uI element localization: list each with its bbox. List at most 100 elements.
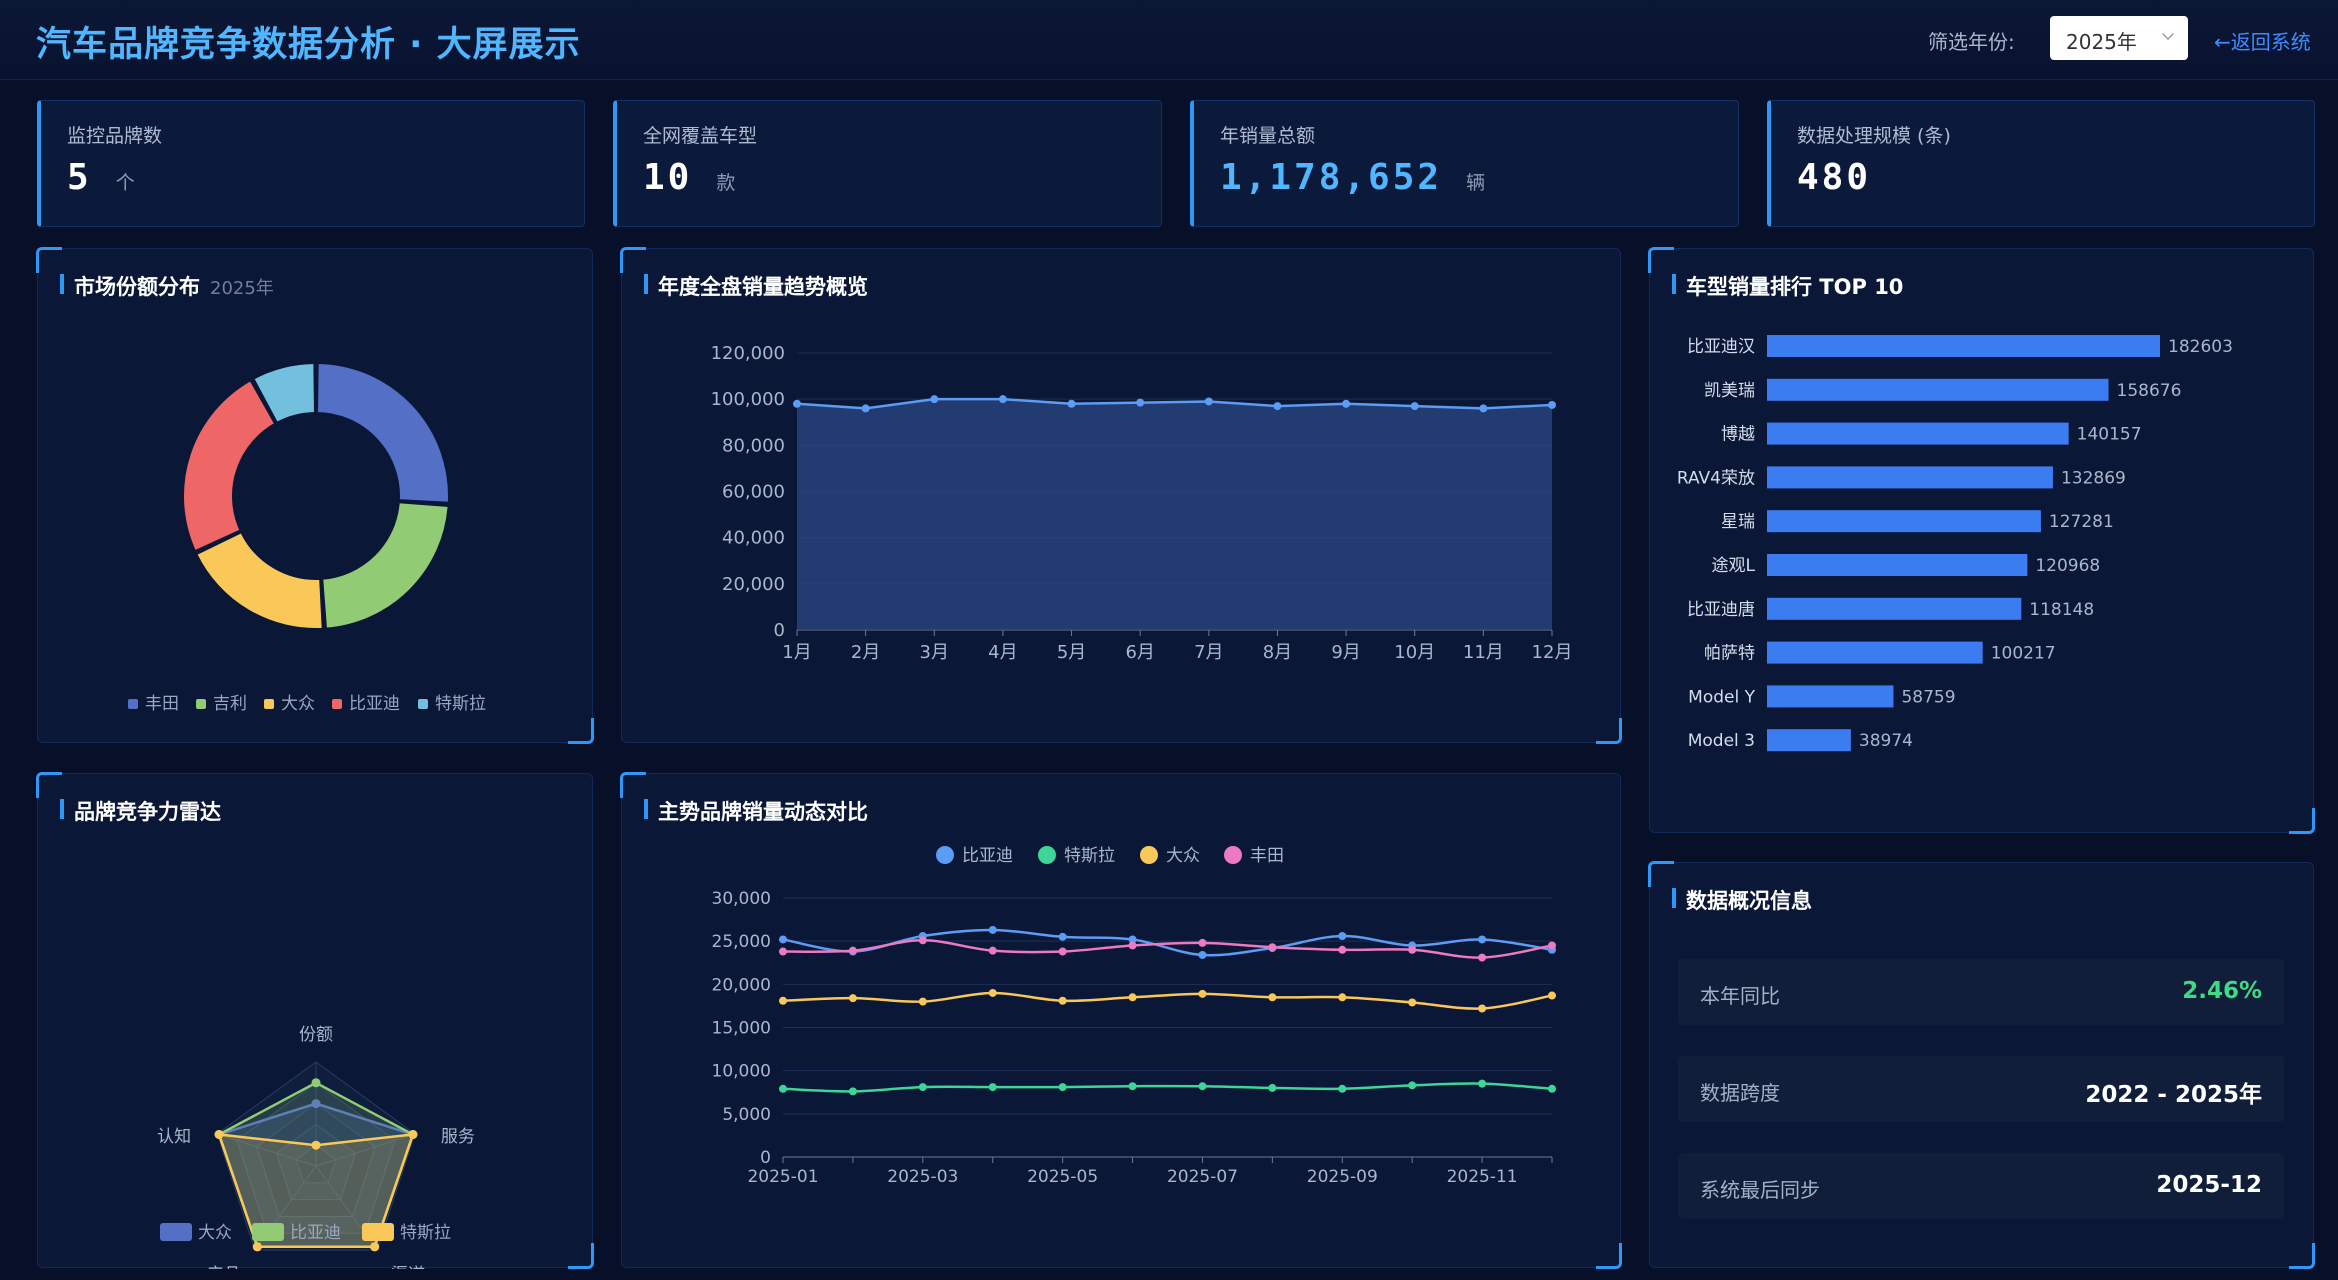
info-value: 2025-12 — [2156, 1172, 2262, 1198]
panel-corner — [1648, 247, 1674, 273]
line-point-大众 — [1198, 989, 1207, 998]
y-tick-label: 80,000 — [722, 435, 785, 456]
panel-data-info: 数据概况信息 本年同比 2.46% 数据跨度 2022 - 2025年 系统最后… — [1648, 861, 2315, 1269]
donut-slice-特斯拉 — [252, 361, 316, 425]
line-point-大众 — [918, 997, 927, 1006]
info-label: 系统最后同步 — [1700, 1178, 1820, 1202]
bar-category-label: 博越 — [1721, 425, 1755, 445]
line-point-比亚迪 — [1198, 950, 1207, 959]
line-series-特斯拉 — [782, 1082, 1553, 1093]
x-tick-label: 5月 — [1057, 642, 1086, 663]
legend-label: 大众 — [1166, 846, 1200, 866]
line-point-特斯拉 — [1408, 1081, 1417, 1090]
year-select-value: 2025年 — [2066, 30, 2137, 54]
panel-corner — [36, 772, 62, 798]
line-point-特斯拉 — [988, 1083, 997, 1092]
x-tick-label: 7月 — [1194, 642, 1223, 663]
radar-axis — [216, 1133, 317, 1167]
area-point-10月 — [1410, 402, 1419, 411]
bar-value-label: 38974 — [1859, 731, 1913, 751]
legend-label: 比亚迪 — [962, 846, 1013, 866]
y-tick-label: 15,000 — [712, 1019, 771, 1039]
bar-value-label: 182603 — [2168, 337, 2233, 357]
bar-category-label: 凯美瑞 — [1704, 381, 1755, 401]
line-point-丰田 — [1338, 945, 1347, 954]
radar-point-比亚迪 — [311, 1078, 321, 1088]
legend-swatch-吉利 — [196, 699, 206, 709]
bar-category-label: Model Y — [1688, 687, 1755, 707]
line-point-大众 — [1408, 998, 1417, 1007]
line-point-丰田 — [1198, 938, 1207, 947]
legend-label: 特斯拉 — [400, 1223, 451, 1243]
year-select[interactable]: 2025年 — [2050, 16, 2188, 60]
stat-value: 1,178,652 辆 — [1220, 157, 1485, 198]
line-point-特斯拉 — [1548, 1084, 1556, 1093]
line-point-丰田 — [918, 936, 927, 945]
line-point-比亚迪 — [1478, 935, 1487, 944]
y-tick-label: 25,000 — [712, 932, 771, 952]
stat-number: 5 — [67, 157, 92, 198]
panel-corner — [2289, 1243, 2315, 1269]
bar-凯美瑞 — [1767, 378, 2109, 401]
panel-corner — [36, 247, 62, 273]
bar-Model Y — [1767, 685, 1894, 708]
legend-marker-特斯拉 — [1038, 846, 1056, 864]
radar-indicator-label: 产品 — [207, 1265, 241, 1269]
x-tick-label: 9月 — [1331, 642, 1360, 663]
legend-swatch-大众 — [160, 1223, 192, 1241]
y-tick-label: 40,000 — [722, 528, 785, 549]
area-point-5月 — [1067, 399, 1076, 408]
legend-marker-丰田 — [1224, 846, 1242, 864]
panel-corner — [568, 1243, 594, 1269]
line-point-特斯拉 — [1198, 1082, 1207, 1091]
line-point-特斯拉 — [1478, 1079, 1487, 1088]
bar-value-label: 120968 — [2035, 556, 2100, 576]
back-to-system-link[interactable]: ←返回系统 — [2214, 30, 2311, 54]
line-point-大众 — [1128, 993, 1137, 1002]
legend-swatch-丰田 — [128, 699, 138, 709]
page-title: 汽车品牌竞争数据分析 · 大屏展示 — [36, 25, 581, 65]
line-point-大众 — [988, 988, 997, 997]
area-point-6月 — [1136, 398, 1145, 407]
line-point-比亚迪 — [779, 935, 787, 944]
stat-number: 1,178,652 — [1220, 157, 1443, 198]
legend-label: 特斯拉 — [435, 694, 486, 714]
stat-card-models: 全网覆盖车型 10 款 — [613, 100, 1162, 227]
bar-category-label: 途观L — [1712, 556, 1756, 576]
line-point-特斯拉 — [918, 1083, 927, 1092]
panel-corner — [620, 247, 646, 273]
bar-Model 3 — [1767, 729, 1851, 752]
bar-value-label: 140157 — [2077, 425, 2142, 445]
y-tick-label: 0 — [774, 620, 785, 641]
x-tick-label: 2025-05 — [1027, 1167, 1098, 1187]
area-point-9月 — [1342, 399, 1351, 408]
area-point-1月 — [793, 399, 801, 408]
line-point-特斯拉 — [1128, 1082, 1137, 1091]
stat-label: 监控品牌数 — [67, 125, 163, 147]
area-point-11月 — [1479, 404, 1488, 413]
legend-label: 丰田 — [1250, 846, 1284, 866]
radar-point-特斯拉 — [408, 1130, 418, 1140]
legend-swatch-比亚迪 — [252, 1223, 284, 1241]
radar-point-大众 — [311, 1099, 321, 1109]
info-label: 数据跨度 — [1700, 1081, 1780, 1105]
bar-RAV4荣放 — [1767, 466, 2053, 489]
bar-星瑞 — [1767, 510, 2041, 533]
x-tick-label: 3月 — [920, 642, 949, 663]
y-tick-label: 5,000 — [722, 1105, 771, 1125]
y-tick-label: 120,000 — [711, 343, 785, 364]
legend-swatch-大众 — [264, 699, 274, 709]
line-point-丰田 — [848, 946, 857, 955]
line-point-大众 — [1058, 996, 1067, 1005]
x-tick-label: 2025-01 — [747, 1167, 818, 1187]
y-tick-label: 20,000 — [722, 574, 785, 595]
bar-category-label: 比亚迪汉 — [1687, 337, 1755, 357]
line-series-比亚迪 — [782, 928, 1553, 957]
radar-area-特斯拉 — [217, 1133, 415, 1249]
panel-title: 品牌竞争力雷达 — [60, 796, 221, 826]
bar-category-label: 帕萨特 — [1704, 644, 1755, 664]
y-tick-label: 100,000 — [711, 389, 785, 410]
